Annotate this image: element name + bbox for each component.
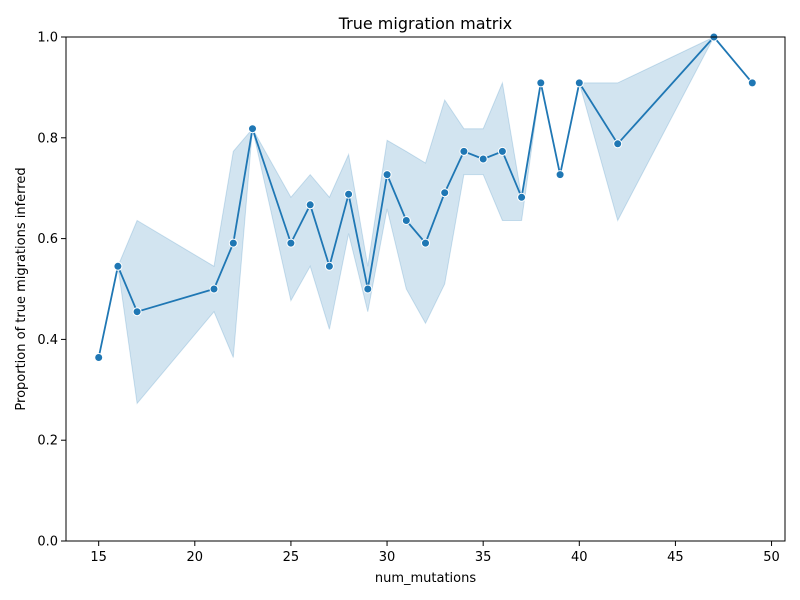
- data-point: [113, 261, 123, 271]
- y-axis-ticks: 0.0 0.2 0.4 0.6 0.8 1.0: [37, 31, 66, 550]
- y-tick-label: 0.2: [37, 434, 58, 449]
- y-tick-label: 1.0: [37, 31, 58, 46]
- data-point: [363, 284, 373, 294]
- data-point: [132, 307, 142, 317]
- y-tick-label: 0.6: [37, 232, 58, 247]
- x-tick-label: 40: [571, 550, 588, 565]
- x-axis-ticks: 15 20 25 30 35 40 45 50: [90, 541, 780, 565]
- x-tick-label: 15: [90, 550, 107, 565]
- y-tick-label: 0.0: [37, 535, 58, 550]
- confidence-band-layer: [98, 36, 753, 405]
- data-point: [324, 261, 334, 271]
- data-point: [286, 238, 296, 248]
- x-tick-label: 30: [379, 550, 396, 565]
- data-point: [440, 188, 450, 198]
- plot-frame: [65, 36, 786, 542]
- y-axis-title: Proportion of true migrations inferred: [14, 167, 29, 410]
- data-point: [747, 78, 757, 88]
- data-point: [94, 353, 104, 362]
- x-tick-label: 35: [475, 550, 492, 565]
- x-tick-label: 25: [283, 550, 300, 565]
- data-point: [228, 238, 238, 248]
- data-point: [382, 170, 392, 180]
- confidence-band: [98, 36, 753, 405]
- data-point: [555, 170, 565, 180]
- data-point: [209, 284, 219, 294]
- data-point: [574, 78, 584, 88]
- data-point: [478, 154, 488, 164]
- data-point: [459, 146, 469, 156]
- data-point: [401, 216, 411, 225]
- data-point: [248, 124, 257, 134]
- y-tick-label: 0.8: [37, 131, 58, 146]
- data-point: [613, 139, 623, 149]
- x-axis-title: num_mutations: [375, 571, 477, 586]
- x-tick-label: 50: [763, 550, 780, 565]
- data-point: [536, 78, 546, 88]
- data-point: [517, 192, 527, 202]
- data-point: [421, 238, 430, 248]
- data-point: [305, 200, 315, 210]
- x-tick-label: 45: [667, 550, 684, 565]
- x-tick-label: 20: [187, 550, 204, 565]
- data-point: [344, 189, 354, 199]
- chart-title: True migration matrix: [338, 14, 513, 33]
- y-tick-label: 0.4: [37, 333, 58, 348]
- data-points-layer: [94, 32, 757, 362]
- data-point: [497, 146, 507, 156]
